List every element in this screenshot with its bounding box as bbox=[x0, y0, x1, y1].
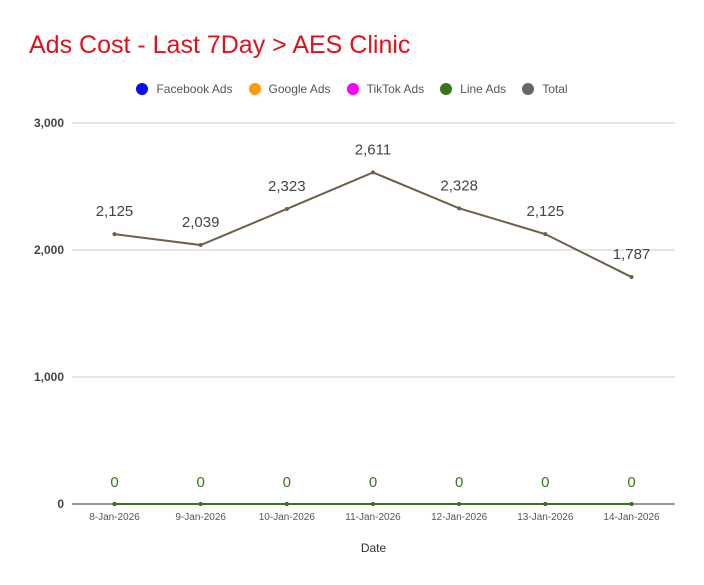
chart-legend: Facebook Ads Google Ads TikTok Ads Line Ads… bbox=[0, 80, 704, 98]
y-tick-label: 3,000 bbox=[34, 116, 64, 130]
x-tick-label: 10-Jan-2026 bbox=[259, 512, 316, 523]
legend-item[interactable]: Facebook Ads bbox=[136, 82, 233, 96]
data-point bbox=[112, 232, 117, 237]
legend-item[interactable]: Google Ads bbox=[248, 82, 331, 96]
data-point bbox=[371, 502, 375, 506]
data-label: 0 bbox=[369, 474, 377, 491]
legend-item[interactable]: TikTok Ads bbox=[346, 82, 425, 96]
data-label: 2,125 bbox=[96, 203, 134, 220]
data-point bbox=[112, 502, 117, 506]
data-point bbox=[198, 243, 203, 248]
x-tick-label: 12-Jan-2026 bbox=[431, 512, 488, 523]
data-label: 0 bbox=[283, 474, 291, 491]
legend-swatch bbox=[136, 83, 149, 95]
legend-swatch bbox=[346, 83, 359, 95]
legend-swatch bbox=[522, 83, 535, 95]
legend-swatch bbox=[440, 83, 453, 95]
data-point bbox=[198, 502, 203, 506]
legend-label: Total bbox=[542, 82, 568, 96]
legend-label: Google Ads bbox=[268, 82, 331, 96]
data-label: 2,323 bbox=[268, 178, 306, 195]
data-label: 0 bbox=[627, 474, 635, 491]
data-label: 0 bbox=[196, 474, 204, 491]
x-tick-label: 13-Jan-2026 bbox=[517, 512, 574, 523]
data-label: 1,787 bbox=[613, 246, 651, 263]
data-label: 2,125 bbox=[527, 203, 565, 220]
y-tick-label: 1,000 bbox=[34, 370, 64, 384]
data-point bbox=[629, 502, 634, 506]
legend-item[interactable]: Line Ads bbox=[440, 82, 506, 96]
chart-title: Ads Cost - Last 7Day > AES Clinic bbox=[29, 31, 411, 59]
data-point bbox=[543, 232, 548, 237]
data-point bbox=[284, 502, 289, 506]
data-point bbox=[457, 502, 462, 506]
x-tick-label: 14-Jan-2026 bbox=[603, 512, 660, 523]
data-label: 2,039 bbox=[182, 214, 220, 231]
data-label: 2,328 bbox=[440, 177, 478, 194]
legend-swatch bbox=[248, 83, 261, 95]
y-tick-label: 2,000 bbox=[34, 243, 64, 257]
y-tick-label: 0 bbox=[57, 497, 64, 511]
x-tick-label: 11-Jan-2026 bbox=[345, 512, 401, 523]
legend-item[interactable]: Total bbox=[522, 82, 568, 96]
legend-label: TikTok Ads bbox=[366, 82, 425, 96]
data-label: 0 bbox=[455, 474, 463, 491]
x-axis-title: Date bbox=[361, 541, 387, 555]
data-label: 2,611 bbox=[355, 141, 391, 158]
data-label: 0 bbox=[541, 474, 549, 491]
x-tick-label: 9-Jan-2026 bbox=[175, 512, 226, 523]
legend-label: Facebook Ads bbox=[156, 82, 233, 96]
data-point bbox=[371, 170, 375, 175]
data-point bbox=[543, 502, 548, 506]
data-point bbox=[629, 275, 634, 280]
data-point bbox=[284, 206, 289, 211]
x-tick-label: 8-Jan-2026 bbox=[89, 512, 140, 523]
data-point bbox=[457, 206, 462, 211]
data-label: 0 bbox=[110, 474, 118, 491]
legend-label: Line Ads bbox=[460, 82, 507, 96]
